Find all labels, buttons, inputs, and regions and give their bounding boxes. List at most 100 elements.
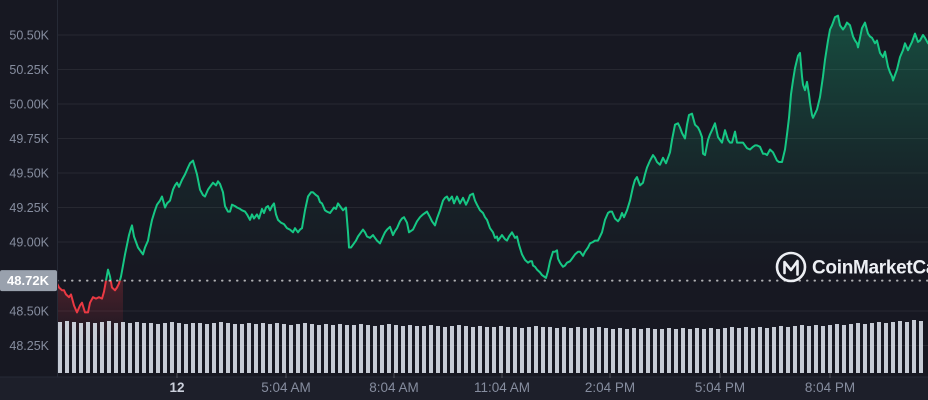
watermark-brand-text: CoinMarketCap xyxy=(812,258,928,279)
volume-bar xyxy=(576,327,580,373)
volume-bar xyxy=(352,325,356,373)
volume-bar xyxy=(289,325,293,373)
x-axis-label: 2:04 PM xyxy=(585,380,635,395)
y-axis-label: 48.25K xyxy=(9,339,49,353)
volume-bar xyxy=(86,322,90,373)
volume-bar xyxy=(471,327,475,373)
volume-bar xyxy=(772,327,776,373)
volume-bar xyxy=(534,326,538,373)
volume-bar xyxy=(303,323,307,373)
volume-bar xyxy=(464,326,468,373)
volume-bar xyxy=(443,327,447,373)
volume-bar xyxy=(93,323,97,373)
volume-bar xyxy=(912,320,916,373)
volume-bar xyxy=(814,325,818,373)
y-axis-label: 48.50K xyxy=(9,305,49,319)
volume-bar xyxy=(219,322,223,373)
x-axis-labels: 12 5:04 AM 8:04 AM 11:04 AM 2:04 PM 5:04 PM 8:… xyxy=(169,373,855,395)
volume-bar xyxy=(863,324,867,373)
volume-bar xyxy=(485,327,489,373)
volume-bar xyxy=(758,327,762,373)
volume-bar xyxy=(394,325,398,373)
coinmarketcap-logo-icon xyxy=(775,251,807,283)
volume-bar xyxy=(324,324,328,373)
volume-bar xyxy=(184,324,188,373)
volume-bar xyxy=(667,328,671,373)
volume-bar xyxy=(730,327,734,373)
y-axis-labels: 50.50K 50.25K 50.00K 49.75K 49.50K 49.25K 49.0… xyxy=(9,29,49,354)
current-price-tag-bg xyxy=(0,270,57,292)
volume-bar xyxy=(688,329,692,373)
volume-bar xyxy=(653,329,657,373)
y-axis-label: 50.25K xyxy=(9,63,49,77)
volume-bar xyxy=(800,325,804,373)
volume-bar xyxy=(436,326,440,373)
volume-bar xyxy=(401,326,405,373)
volume-bar xyxy=(744,327,748,373)
coinmarketcap-logo-m xyxy=(783,259,799,276)
volume-bar xyxy=(492,327,496,373)
volume-bar xyxy=(506,327,510,373)
volume-bar xyxy=(226,323,230,373)
volume-bar xyxy=(856,323,860,373)
volume-bar xyxy=(366,325,370,373)
volume-bar xyxy=(898,321,902,373)
current-price-value: 48.72K xyxy=(7,273,50,288)
volume-bar xyxy=(149,323,153,373)
volume-bar xyxy=(520,328,524,373)
volume-bar xyxy=(842,325,846,373)
volume-bar xyxy=(457,325,461,373)
y-axis-label: 49.75K xyxy=(9,132,49,146)
volume-bar xyxy=(604,328,608,373)
volume-bar xyxy=(751,328,755,373)
volume-bar xyxy=(737,328,741,373)
volume-bar xyxy=(877,322,881,373)
volume-bar xyxy=(884,323,888,373)
volume-bar xyxy=(275,323,279,373)
volume-bar xyxy=(100,322,104,373)
x-axis-strip xyxy=(0,377,928,400)
volume-bar xyxy=(121,322,125,373)
volume-bar xyxy=(254,324,258,373)
volume-bar xyxy=(660,329,664,373)
volume-bar xyxy=(310,324,314,373)
volume-bar xyxy=(478,326,482,373)
volume-bar xyxy=(359,324,363,373)
volume-bar xyxy=(765,328,769,373)
y-axis-label: 50.50K xyxy=(9,29,49,43)
volume-bar xyxy=(611,329,615,373)
volume-bar xyxy=(541,327,545,373)
volume-bar xyxy=(212,323,216,373)
volume-bar xyxy=(114,323,118,373)
volume-bar xyxy=(331,325,335,373)
watermark: CoinMarketCap xyxy=(775,251,928,283)
volume-bar xyxy=(65,321,69,373)
volume-bar xyxy=(821,326,825,373)
volume-bar xyxy=(135,322,139,373)
volume-bar xyxy=(107,321,111,373)
volume-bar xyxy=(268,324,272,373)
volume-bar xyxy=(905,322,909,373)
x-axis-label: 5:04 AM xyxy=(261,380,311,395)
volume-bar xyxy=(786,327,790,373)
volume-bar xyxy=(387,324,391,373)
current-price-tag: 48.72K xyxy=(0,270,57,292)
volume-bar xyxy=(373,326,377,373)
volume-bar xyxy=(891,322,895,373)
volume-bar xyxy=(870,323,874,373)
volume-bar xyxy=(625,329,629,373)
volume-bar xyxy=(702,329,706,373)
volume-bar xyxy=(58,322,62,373)
volume-bar xyxy=(562,327,566,373)
volume-bars xyxy=(58,320,923,373)
volume-bar xyxy=(191,323,195,373)
volume-bar xyxy=(919,321,923,373)
volume-bar xyxy=(716,329,720,373)
volume-bar xyxy=(632,328,636,373)
volume-bar xyxy=(72,322,76,373)
volume-bar xyxy=(296,324,300,373)
volume-bar xyxy=(583,328,587,373)
volume-bar xyxy=(429,325,433,373)
volume-bar xyxy=(408,325,412,373)
